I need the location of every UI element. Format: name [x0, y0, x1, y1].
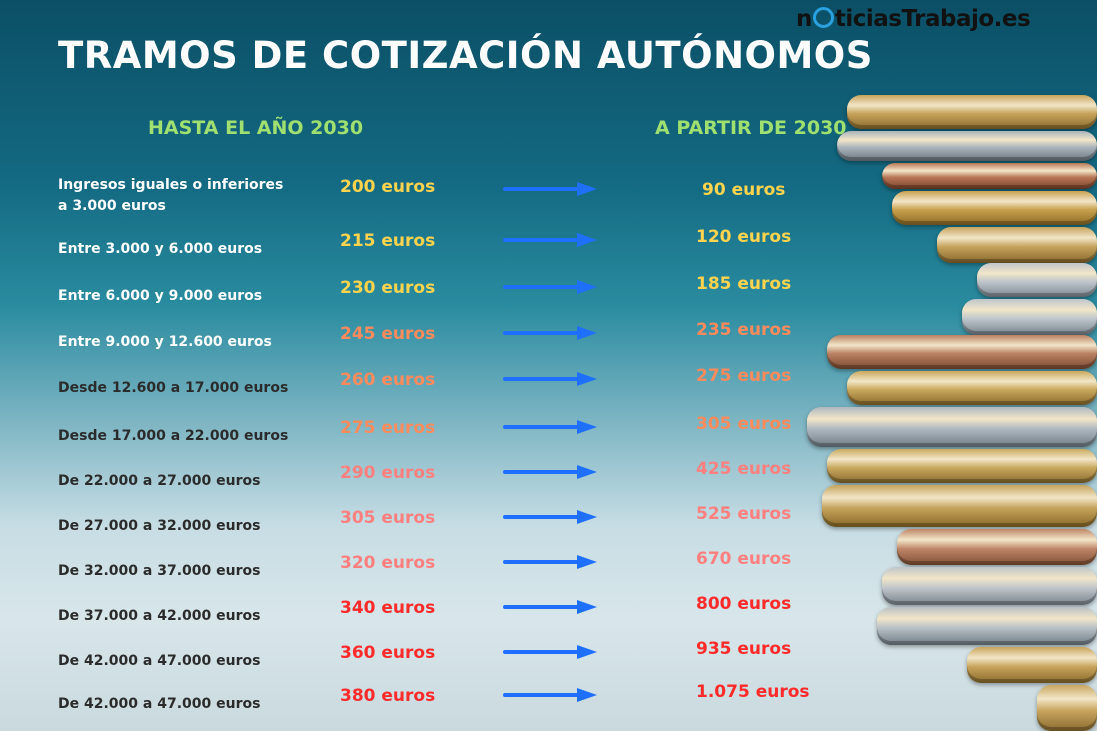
arrow-right-icon	[503, 555, 597, 569]
coin	[1037, 685, 1097, 731]
header-after-2030: A PARTIR DE 2030	[655, 117, 847, 139]
arrow-right-icon	[503, 420, 597, 434]
fee-before-2030: 260 euros	[340, 370, 436, 390]
arrow-right-icon	[503, 326, 597, 340]
table-row: De 42.000 a 47.000 euros 360 euros 935 eur…	[0, 639, 830, 681]
power-icon	[812, 7, 834, 28]
table-row: De 32.000 a 37.000 euros 320 euros 670 eur…	[0, 549, 830, 591]
fee-after-2030: 1.075 euros	[696, 682, 810, 702]
coin-stack-image	[797, 95, 1097, 731]
arrow-right-icon	[503, 372, 597, 386]
arrow-right-icon	[503, 600, 597, 614]
income-range-label: Entre 3.000 y 6.000 euros	[58, 241, 263, 257]
fee-before-2030: 320 euros	[340, 553, 436, 573]
income-range-label: Entre 9.000 y 12.600 euros	[58, 334, 272, 350]
fee-before-2030: 245 euros	[340, 324, 436, 344]
fee-before-2030: 360 euros	[340, 643, 436, 663]
fee-after-2030: 235 euros	[696, 320, 792, 340]
fee-before-2030: 200 euros	[340, 177, 436, 197]
fee-before-2030: 340 euros	[340, 598, 436, 618]
fee-after-2030: 525 euros	[696, 504, 792, 524]
coin	[827, 449, 1097, 483]
brand-logo: n ticiasTrabajo.es	[796, 6, 1031, 32]
income-range-label: De 22.000 a 27.000 euros	[58, 473, 261, 489]
coin	[847, 95, 1097, 129]
income-range-label: De 42.000 a 47.000 euros	[58, 653, 261, 669]
coin	[892, 191, 1097, 225]
arrow-right-icon	[503, 645, 597, 659]
table-row: De 22.000 a 27.000 euros 290 euros 425 eur…	[0, 459, 830, 501]
table-row: Desde 17.000 a 22.000 euros 275 euros 305 …	[0, 414, 830, 456]
fee-after-2030: 935 euros	[696, 639, 792, 659]
table-row: De 27.000 a 32.000 euros 305 euros 525 eur…	[0, 504, 830, 546]
table-row: Entre 3.000 y 6.000 euros 215 euros 120 eu…	[0, 227, 830, 269]
coin	[962, 299, 1097, 335]
fee-after-2030: 185 euros	[696, 274, 792, 294]
coin	[882, 567, 1097, 605]
coin	[882, 163, 1097, 189]
fee-before-2030: 380 euros	[340, 686, 436, 706]
arrow-right-icon	[503, 233, 597, 247]
fee-after-2030: 670 euros	[696, 549, 792, 569]
fee-after-2030: 305 euros	[696, 414, 792, 434]
arrow-right-icon	[503, 182, 597, 196]
income-range-label: De 27.000 a 32.000 euros	[58, 518, 261, 534]
header-before-2030: HASTA EL AÑO 2030	[148, 117, 364, 139]
table-row: Entre 9.000 y 12.600 euros 245 euros 235 e…	[0, 320, 830, 362]
income-range-label: Desde 17.000 a 22.000 euros	[58, 428, 289, 444]
table-row: De 37.000 a 42.000 euros 340 euros 800 eur…	[0, 594, 830, 636]
coin	[807, 407, 1097, 447]
coin	[937, 227, 1097, 263]
arrow-right-icon	[503, 465, 597, 479]
table-row: Ingresos iguales o inferiores a 3.000 eu…	[0, 176, 830, 216]
fee-before-2030: 275 euros	[340, 418, 436, 438]
fee-before-2030: 230 euros	[340, 278, 436, 298]
arrow-right-icon	[503, 510, 597, 524]
income-range-label: De 42.000 a 47.000 euros	[58, 696, 261, 712]
fee-before-2030: 290 euros	[340, 463, 436, 483]
table-row: Entre 6.000 y 9.000 euros 230 euros 185 eu…	[0, 274, 830, 316]
income-range-label: Entre 6.000 y 9.000 euros	[58, 288, 263, 304]
coin	[977, 263, 1097, 297]
fee-before-2030: 215 euros	[340, 231, 436, 251]
fee-after-2030: 120 euros	[696, 227, 792, 247]
coin	[877, 607, 1097, 645]
coin	[967, 647, 1097, 683]
fee-before-2030: 305 euros	[340, 508, 436, 528]
income-range-label: Ingresos iguales o inferiores a 3.000 eu…	[58, 177, 284, 214]
table-row: Desde 12.600 a 17.000 euros 260 euros 275 …	[0, 366, 830, 408]
fee-after-2030: 800 euros	[696, 594, 792, 614]
income-range-label: Desde 12.600 a 17.000 euros	[58, 380, 289, 396]
income-range-label: De 37.000 a 42.000 euros	[58, 608, 261, 624]
arrow-right-icon	[503, 688, 597, 702]
coin	[897, 529, 1097, 565]
fee-after-2030: 425 euros	[696, 459, 792, 479]
fee-after-2030: 275 euros	[696, 366, 792, 386]
coin	[837, 131, 1097, 161]
arrow-right-icon	[503, 280, 597, 294]
income-range-label: De 32.000 a 37.000 euros	[58, 563, 261, 579]
coin	[827, 335, 1097, 369]
coin	[822, 485, 1097, 527]
coin	[847, 371, 1097, 405]
fee-after-2030: 90 euros	[702, 180, 786, 200]
page-title: TRAMOS DE COTIZACIÓN AUTÓNOMOS	[58, 34, 873, 77]
table-row: De 42.000 a 47.000 euros 380 euros 1.075 e…	[0, 682, 830, 724]
